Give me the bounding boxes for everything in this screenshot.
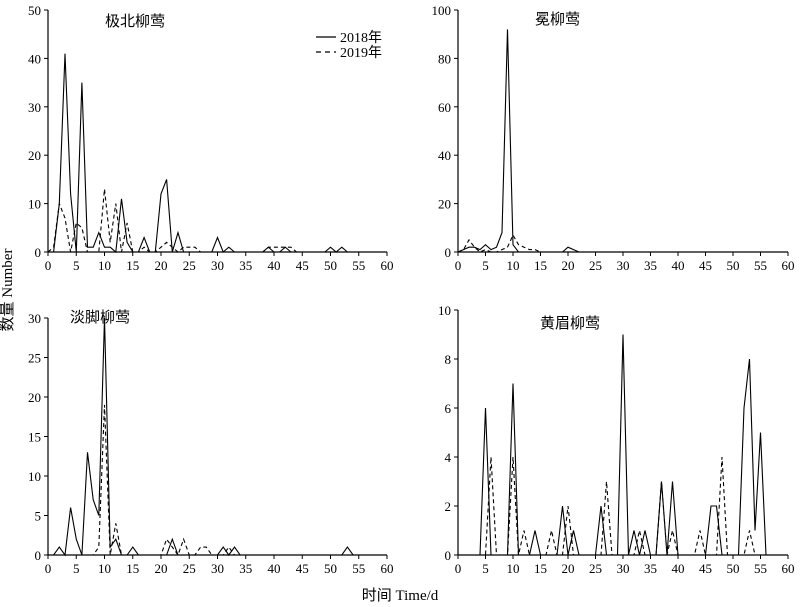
y-tick-label: 15 xyxy=(28,430,41,445)
y-tick-label: 0 xyxy=(445,245,452,260)
y-tick-label: 10 xyxy=(28,469,41,484)
x-tick-label: 5 xyxy=(482,561,489,576)
x-tick-label: 60 xyxy=(782,561,795,576)
x-tick-label: 15 xyxy=(534,258,547,273)
panel-title: 极北柳莺 xyxy=(105,13,165,30)
y-tick-label: 2 xyxy=(445,499,452,514)
x-tick-label: 50 xyxy=(727,258,740,273)
y-tick-label: 0 xyxy=(35,548,42,563)
x-tick-label: 50 xyxy=(727,561,740,576)
x-tick-label: 40 xyxy=(268,258,281,273)
x-tick-label: 25 xyxy=(589,561,602,576)
panel-yellow-browed-warbler: 黄眉柳莺 0 5 10 15 20 25 30 35 40 45 50 55 60 0 2 4 6 8 10 xyxy=(438,303,795,576)
x-tick-label: 15 xyxy=(126,561,139,576)
x-tick-label: 45 xyxy=(699,258,712,273)
x-tick-label: 55 xyxy=(754,561,767,576)
x-tick-label: 40 xyxy=(672,258,685,273)
legend-label-2019: 2019年 xyxy=(340,45,382,61)
x-tick-label: 45 xyxy=(699,561,712,576)
x-tick-label: 35 xyxy=(239,561,252,576)
y-tick-label: 80 xyxy=(438,51,451,66)
x-tick-label: 0 xyxy=(455,561,462,576)
x-tick-label: 60 xyxy=(381,561,394,576)
series-line-2018 xyxy=(48,53,382,254)
y-tick-label: 40 xyxy=(28,51,41,66)
x-tick-label: 10 xyxy=(507,561,520,576)
x-tick-label: 40 xyxy=(672,561,685,576)
series-line-2018 xyxy=(48,317,382,557)
series-line-2018 xyxy=(457,29,783,253)
shared-x-label: 时间 Time/d xyxy=(362,587,439,604)
y-tick-label: 30 xyxy=(28,100,41,115)
x-tick-label: 55 xyxy=(352,258,365,273)
y-tick-label: 100 xyxy=(432,3,452,18)
x-tick-label: 25 xyxy=(589,258,602,273)
x-tick-label: 10 xyxy=(507,258,520,273)
x-tick-label: 30 xyxy=(211,561,224,576)
x-tick-label: 5 xyxy=(482,258,489,273)
x-tick-label: 10 xyxy=(98,561,111,576)
x-tick-label: 25 xyxy=(183,258,196,273)
series-line-2019 xyxy=(47,189,382,253)
y-tick-label: 40 xyxy=(438,148,451,163)
x-tick-label: 20 xyxy=(562,561,575,576)
x-tick-label: 55 xyxy=(754,258,767,273)
x-tick-label: 30 xyxy=(617,258,630,273)
x-tick-label: 15 xyxy=(126,258,139,273)
y-tick-label: 5 xyxy=(35,509,42,524)
x-tick-label: 45 xyxy=(296,561,309,576)
y-tick-label: 4 xyxy=(445,450,452,465)
x-tick-label: 0 xyxy=(455,258,462,273)
panel-title: 冕柳莺 xyxy=(535,11,580,28)
x-tick-label: 20 xyxy=(155,561,168,576)
x-tick-label: 60 xyxy=(381,258,394,273)
x-tick-label: 20 xyxy=(155,258,168,273)
x-tick-label: 0 xyxy=(45,561,52,576)
y-tick-label: 30 xyxy=(28,311,41,326)
series-line-2019 xyxy=(458,456,783,556)
x-tick-label: 5 xyxy=(73,561,80,576)
x-tick-label: 40 xyxy=(268,561,281,576)
x-tick-label: 45 xyxy=(296,258,309,273)
y-tick-label: 20 xyxy=(28,148,41,163)
y-tick-label: 8 xyxy=(445,352,452,367)
x-tick-label: 30 xyxy=(617,561,630,576)
x-tick-label: 35 xyxy=(239,258,252,273)
y-tick-label: 25 xyxy=(28,351,41,366)
legend-label-2018: 2018年 xyxy=(340,30,382,46)
x-tick-label: 35 xyxy=(644,561,657,576)
y-tick-label: 6 xyxy=(445,401,452,416)
x-tick-label: 30 xyxy=(211,258,224,273)
legend: 2018年 2019年 xyxy=(316,30,382,61)
x-tick-label: 10 xyxy=(98,258,111,273)
panel-crowned-warbler: 冕柳莺 0 5 10 15 20 25 30 35 40 45 50 55 60 0 20 40 60 80 100 xyxy=(432,3,795,273)
x-tick-label: 50 xyxy=(324,258,337,273)
x-tick-label: 20 xyxy=(562,258,575,273)
y-tick-label: 20 xyxy=(438,197,451,212)
x-tick-label: 15 xyxy=(534,561,547,576)
panel-title: 淡脚柳莺 xyxy=(70,309,130,326)
y-tick-label: 60 xyxy=(438,100,451,115)
x-tick-label: 60 xyxy=(782,258,795,273)
y-tick-label: 0 xyxy=(445,548,452,563)
panel-northern-warbler: 极北柳莺 0 5 10 15 20 25 30 35 40 45 50 55 60 0 10 20 30 40 50 xyxy=(28,3,394,273)
y-tick-label: 10 xyxy=(28,197,41,212)
x-tick-label: 50 xyxy=(324,561,337,576)
series-line-2019 xyxy=(457,233,783,253)
x-tick-label: 5 xyxy=(73,258,80,273)
x-tick-label: 25 xyxy=(183,561,196,576)
x-tick-label: 0 xyxy=(45,258,52,273)
panel-pale-legged-warbler: 淡脚柳莺 0 5 10 15 20 25 30 35 40 45 50 55 60 0 5 10 15 20 25 3… xyxy=(28,309,394,576)
series-line-2018 xyxy=(458,334,783,556)
x-tick-label: 35 xyxy=(644,258,657,273)
panel-title: 黄眉柳莺 xyxy=(540,315,600,332)
y-tick-label: 0 xyxy=(35,245,42,260)
y-tick-label: 50 xyxy=(28,3,41,18)
y-tick-label: 10 xyxy=(438,303,451,318)
shared-y-label: 数量 Number xyxy=(0,249,16,332)
y-tick-label: 20 xyxy=(28,390,41,405)
x-tick-label: 55 xyxy=(352,561,365,576)
series-line-2019 xyxy=(48,404,382,557)
